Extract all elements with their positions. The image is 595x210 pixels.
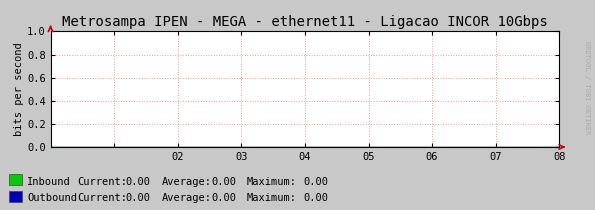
Text: Inbound: Inbound xyxy=(27,177,71,187)
Text: 0.00: 0.00 xyxy=(303,193,328,203)
Text: 0.00: 0.00 xyxy=(303,177,328,187)
Text: 0.00: 0.00 xyxy=(125,193,150,203)
Text: 0.00: 0.00 xyxy=(211,177,236,187)
Text: Maximum:: Maximum: xyxy=(247,177,297,187)
Text: Current:: Current: xyxy=(77,177,127,187)
Title: Metrosampa IPEN - MEGA - ethernet11 - Ligacao INCOR 10Gbps: Metrosampa IPEN - MEGA - ethernet11 - Li… xyxy=(62,15,548,29)
Text: Maximum:: Maximum: xyxy=(247,193,297,203)
Text: Average:: Average: xyxy=(162,177,212,187)
Text: Current:: Current: xyxy=(77,193,127,203)
Text: Average:: Average: xyxy=(162,193,212,203)
Text: RRDTOOL / TOBI OETIKER: RRDTOOL / TOBI OETIKER xyxy=(584,41,590,135)
Y-axis label: bits per second: bits per second xyxy=(14,42,24,136)
Text: 0.00: 0.00 xyxy=(211,193,236,203)
Text: Outbound: Outbound xyxy=(27,193,77,203)
Text: 0.00: 0.00 xyxy=(125,177,150,187)
